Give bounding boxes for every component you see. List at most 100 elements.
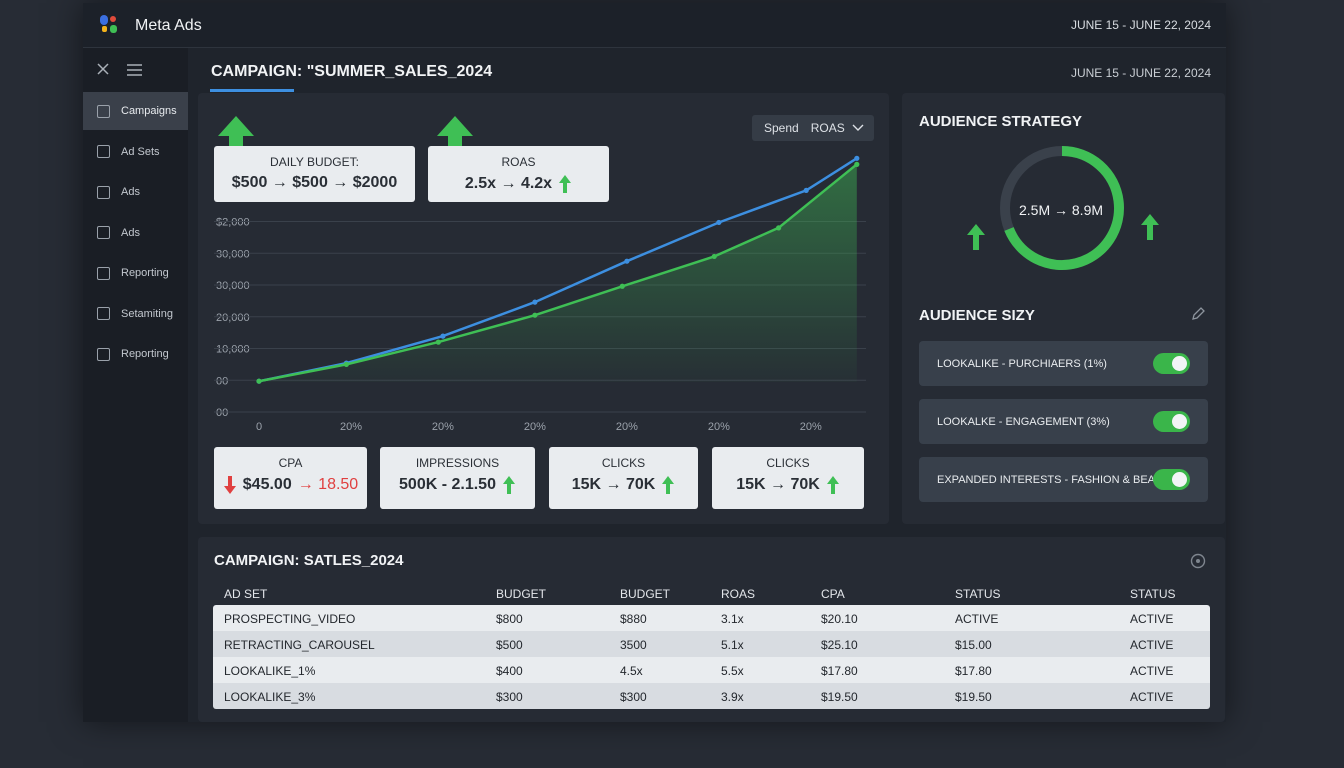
nav-icon: [97, 266, 110, 280]
kpi-value: 500K - 2.1.50: [380, 475, 535, 495]
kpi-card: CLICKS 15K → 70K: [712, 447, 864, 509]
x-tick-label: 20%: [708, 421, 730, 433]
kpi-value: $500 → $500 → $2000: [214, 174, 415, 192]
column-header: BUDGET: [496, 587, 547, 601]
area: [259, 164, 857, 382]
kpi-value: 2.5x → 4.2x: [428, 174, 609, 194]
audience-title: AUDIENCE STRATEGY: [919, 113, 1083, 130]
audience-panel: [902, 93, 1225, 524]
sidebar: Campaigns Ad Sets Ads Ads Reporting Setamitin…: [83, 48, 188, 722]
segment-toggle[interactable]: [1153, 353, 1190, 374]
chart-toggle[interactable]: Spend ROAS: [752, 115, 874, 141]
y-tick-label: 30,000: [216, 248, 250, 260]
table-cell: 3.9x: [721, 690, 744, 704]
table-cell: ACTIVE: [1130, 612, 1174, 626]
table-row[interactable]: [213, 631, 1210, 657]
table-cell: $500: [496, 638, 523, 652]
settings-icon[interactable]: [1190, 553, 1206, 569]
nav-icon: [97, 145, 110, 158]
nav-label[interactable]: Ad Sets: [121, 145, 160, 158]
toggle-option[interactable]: Spend: [764, 121, 799, 135]
menu-icons[interactable]: [96, 62, 146, 78]
table-cell: ACTIVE: [955, 612, 999, 626]
nav-label[interactable]: Ads: [121, 186, 140, 198]
table-row[interactable]: [213, 605, 1210, 631]
nav-label[interactable]: Reporting: [121, 348, 169, 360]
point: [854, 161, 860, 167]
nav-item[interactable]: Campaigns: [83, 92, 188, 130]
x-tick-label: 20%: [432, 421, 454, 433]
kpi-value-text: 500K - 2.1.50: [399, 476, 496, 493]
table-cell: $20.10: [821, 612, 858, 626]
column-header: AD SET: [224, 587, 268, 601]
point: [440, 333, 446, 339]
y-tick-label: 20,000: [216, 312, 250, 324]
table-cell: $300: [620, 690, 647, 704]
kpi-card: CPA $45.00 → 18.50: [214, 447, 367, 509]
audience-segment: EXPANDED INTERESTS - FASHION & BEAUTY: [919, 457, 1208, 502]
up-arrow: [502, 476, 515, 494]
table-cell: 3.1x: [721, 612, 744, 626]
nav-label[interactable]: Ads: [121, 226, 140, 239]
nav-item[interactable]: Setamiting: [83, 295, 188, 333]
segment-label: LOOKALKE - ENGAGEMENT (3%): [937, 415, 1110, 428]
nav-item[interactable]: Ad Sets: [83, 133, 188, 171]
campaign-title: CAMPAIGN: "SUMMER_SALES_2024: [211, 63, 493, 80]
table-cell: $880: [620, 612, 647, 626]
nav-icon: [97, 226, 110, 239]
point: [716, 219, 722, 226]
table-cell: $19.50: [955, 690, 992, 704]
table-cell: $17.80: [955, 664, 992, 678]
table-row[interactable]: [213, 657, 1210, 683]
table-cell: $25.10: [821, 638, 858, 652]
x-tick-label: 20%: [800, 421, 822, 433]
segment-label: LOOKALIKE - PURCHIAERS (1%): [937, 357, 1107, 370]
nav-icon: [97, 104, 110, 118]
y-tick-label: 30,000: [216, 280, 250, 292]
nav-item[interactable]: Reporting: [83, 254, 188, 292]
segment-label: EXPANDED INTERESTS - FASHION & BEAUTY: [937, 473, 1178, 486]
table-cell: $19.50: [821, 690, 858, 704]
column-header: ROAS: [721, 587, 756, 601]
nav-label[interactable]: Campaigns: [121, 105, 177, 117]
line: [258, 163, 858, 383]
table-row[interactable]: [213, 683, 1210, 709]
kpi-label: DAILY BUDGET:: [270, 155, 359, 169]
point: [619, 283, 625, 289]
reach-donut: [967, 146, 1159, 270]
nav-item[interactable]: Ads: [83, 214, 188, 252]
table-cell: $400: [496, 664, 523, 678]
segment-toggle[interactable]: [1153, 411, 1190, 432]
edit-icon[interactable]: [1190, 306, 1206, 322]
kpi-label: IMPRESSIONS: [415, 456, 500, 470]
nav-icon: [97, 347, 110, 361]
table-cell: LOOKALIKE_3%: [224, 690, 316, 704]
nav-item[interactable]: Reporting: [83, 335, 188, 373]
table-cell: 3500: [620, 638, 647, 652]
segment-toggle[interactable]: [1153, 469, 1190, 490]
nav-label[interactable]: Setamiting: [121, 307, 173, 320]
y-tick-label: 10,000: [216, 344, 250, 356]
table-cell: $800: [496, 612, 523, 626]
top-bar: Meta Ads JUNE 15 - JUNE 22, 2024: [83, 3, 1226, 48]
nav-icon: [97, 307, 110, 320]
down-arrow: [223, 476, 236, 494]
toggle-option[interactable]: ROAS: [810, 121, 845, 135]
point: [343, 361, 349, 367]
kpi-label: ROAS: [501, 155, 536, 169]
table-cell: 4.5x: [620, 664, 643, 678]
kpi-value-text: 2.5x → 4.2x: [464, 175, 553, 192]
kpi-label: CPA: [278, 456, 303, 470]
kpi-value-text: 15K → 70K: [571, 476, 656, 493]
table-cell: ACTIVE: [1130, 638, 1174, 652]
kpi-card: DAILY BUDGET: $500 → $500 → $2000: [214, 146, 415, 202]
nav-label[interactable]: Reporting: [121, 267, 169, 279]
table-cell: RETRACTING_CAROUSEL: [224, 638, 375, 652]
kpi-label: CLICKS: [601, 456, 646, 470]
date-range: JUNE 15 - JUNE 22, 2024: [1070, 18, 1211, 32]
table-cell: $300: [496, 690, 523, 704]
table-cell: ACTIVE: [1130, 690, 1174, 704]
line: [258, 157, 858, 383]
nav-item[interactable]: Ads: [83, 173, 188, 211]
